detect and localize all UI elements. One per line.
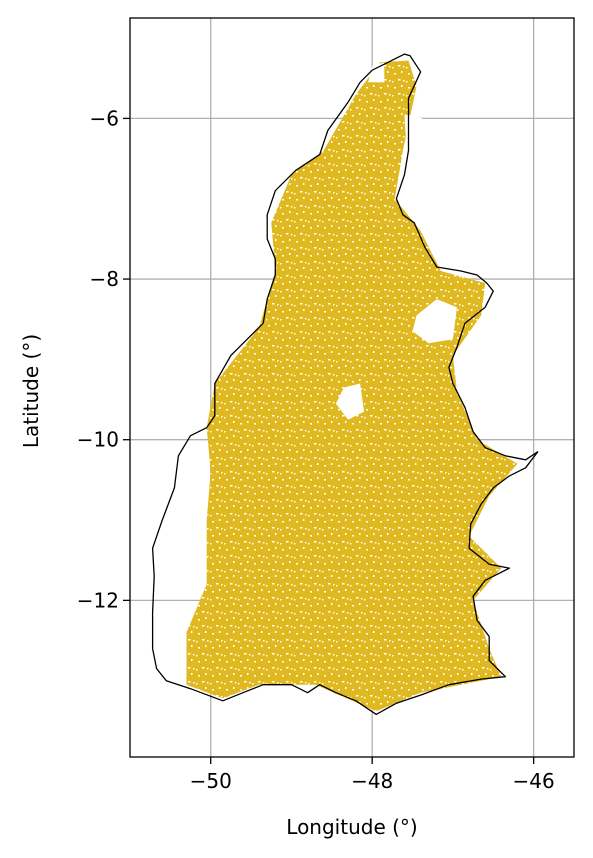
x-axis-ticks: −50 −48 −46 [190,757,555,793]
uncovered-patch [335,383,365,420]
plot-frame [129,17,575,758]
x-axis-label: Longitude (°) [286,815,417,839]
y-tick-label: −8 [90,267,119,291]
x-tick-label: −46 [513,769,555,793]
x-tick-label: −48 [351,769,393,793]
x-tick-label: −50 [190,769,232,793]
y-axis-ticks: −6 −8 −10 −12 [77,106,130,612]
uncovered-patch [412,299,457,344]
y-axis-label: Latitude (°) [19,334,43,448]
uncovered-patch [368,62,385,83]
y-tick-label: −10 [77,428,119,452]
state-boundary [151,53,539,716]
uncovered-areas [335,62,457,420]
y-tick-label: −12 [77,588,119,612]
y-tick-label: −6 [90,106,119,130]
